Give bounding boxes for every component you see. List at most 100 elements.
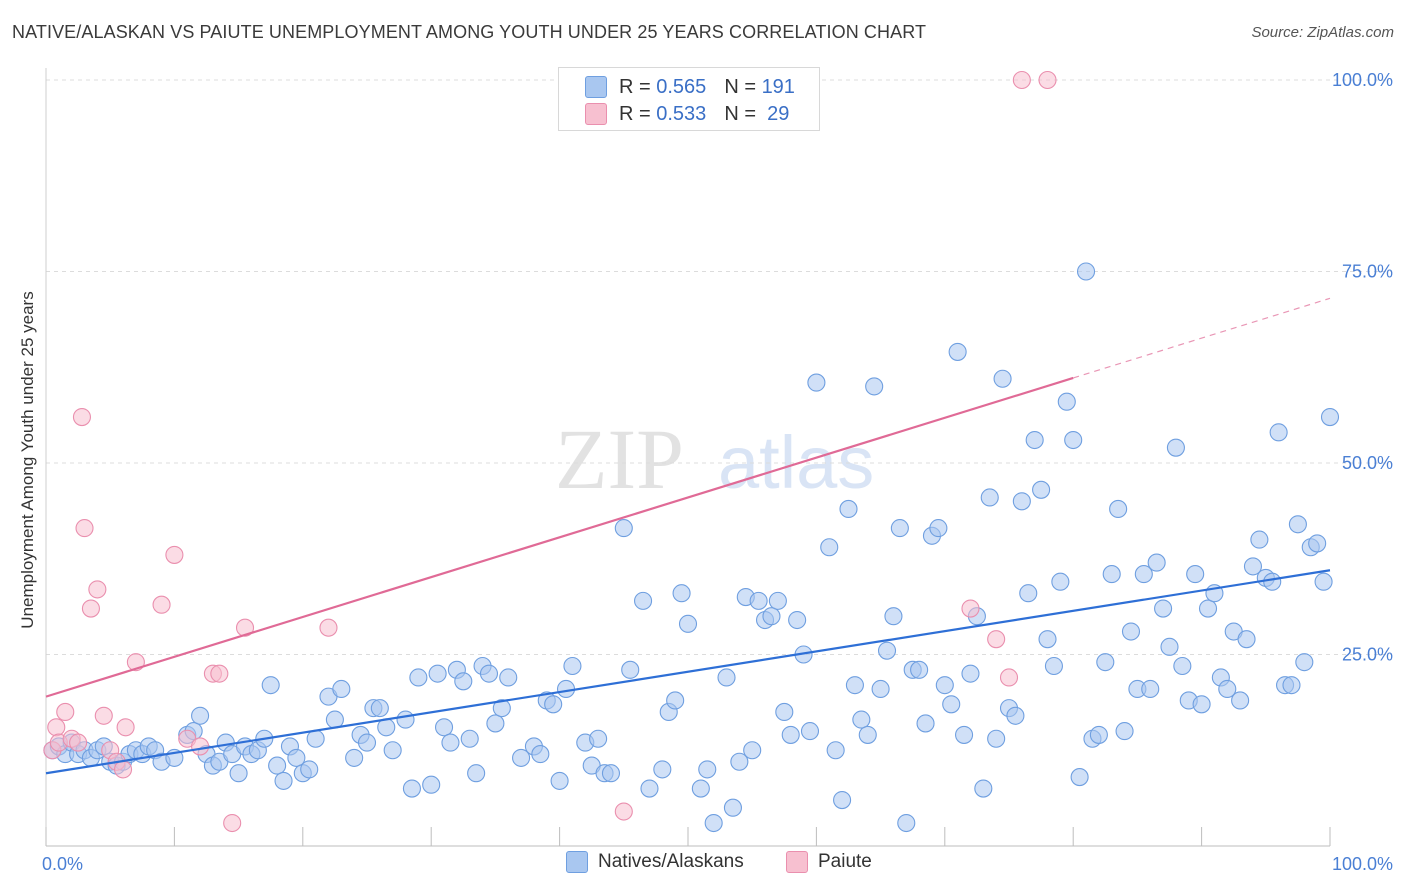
natives-points [43,262,1340,833]
natives-point [1064,430,1083,450]
natives-point [383,741,402,760]
natives-point [1032,480,1051,499]
natives-point [1198,599,1218,618]
y-tick-label: 75.0% [1342,262,1393,282]
natives-point [434,718,454,737]
paiute-point [191,737,210,756]
natives-point [730,752,749,771]
y-tick-label: 25.0% [1342,645,1393,665]
natives-point [948,342,967,361]
series-legend: Natives/Alaskans Paiute [0,851,1406,877]
paiute-point [210,664,229,683]
natives-point [306,729,325,748]
natives-point [634,591,653,610]
natives-point [492,699,511,718]
natives-point [621,660,640,679]
natives-point [858,725,877,744]
y-tick-label: 100.0% [1332,70,1393,90]
paiute-swatch [585,103,607,125]
natives-point [1320,407,1340,427]
paiute-trend-line [45,376,1074,698]
natives-point [1288,515,1307,534]
natives-point [531,745,550,764]
legend-item-paiute: Paiute [786,851,872,873]
y-tick-label: 50.0% [1342,453,1393,473]
natives-trend-line [45,569,1331,775]
y-axis-label-wrap: Unemployment Among Youth under 25 years [8,250,48,670]
paiute-point [987,630,1006,649]
natives-point [980,488,999,507]
natives-point [499,668,518,687]
natives-point [1263,572,1282,591]
paiute-legend-label: Paiute [818,851,872,872]
natives-point [1115,722,1134,741]
natives-point [614,519,633,538]
natives-point [332,679,351,699]
natives-point [845,676,864,695]
natives-point [1006,706,1025,725]
natives-point [1070,768,1089,787]
natives-point [910,660,929,679]
natives-point [1134,565,1153,584]
natives-point [409,668,428,687]
natives-point [653,760,672,779]
paiute-trend-extension [1073,297,1331,379]
natives-point [807,373,826,392]
natives-point [704,813,723,833]
natives-point [1173,656,1192,676]
natives-point [563,656,582,676]
natives-point [1096,653,1115,672]
natives-point [935,676,954,695]
paiute-point [69,733,88,752]
natives-point [1051,572,1070,591]
natives-point [749,591,768,610]
natives-swatch [585,76,607,98]
natives-point [1044,656,1063,676]
natives-point [672,584,691,603]
natives-point [839,499,858,519]
natives-point [454,672,473,691]
natives-point [1166,438,1185,457]
watermark-atlas: atlas [718,421,874,504]
natives-point [1121,622,1141,641]
natives-point [467,764,486,783]
natives-point [640,779,659,798]
chart-source: Source: ZipAtlas.com [1251,24,1394,41]
natives-point [229,764,248,783]
natives-point [1154,599,1173,618]
natives-point [1038,630,1057,649]
paiute-legend-swatch [786,851,808,873]
natives-legend-label: Natives/Alaskans [598,851,744,872]
correlation-legend: R = 0.565 N = 191 R = 0.533 N = 29 [558,67,820,131]
natives-point [589,729,608,748]
y-axis-label: Unemployment Among Youth under 25 years [18,291,37,629]
natives-point [743,741,762,760]
natives-point [916,714,935,733]
legend-row-natives: R = 0.565 N = 191 [585,75,795,99]
natives-point [781,725,800,744]
natives-point [987,729,1006,748]
natives-point [820,538,839,557]
natives-point [550,771,569,790]
natives-point [942,695,961,714]
natives-point [345,748,364,767]
natives-point [890,519,909,538]
natives-point [1243,557,1263,576]
natives-n-value: 191 [761,75,795,98]
natives-point [961,664,980,683]
paiute-point [235,618,255,637]
natives-point [1282,676,1301,695]
paiute-point [999,668,1019,687]
paiute-r-value: 0.533 [656,102,707,125]
natives-point [897,813,916,833]
natives-point [1141,679,1160,699]
natives-point [1250,530,1269,549]
natives-point [1057,392,1076,411]
natives-point [441,733,460,752]
natives-point [1231,691,1250,710]
paiute-point [47,718,66,737]
legend-row-paiute: R = 0.533 N = 29 [585,102,789,126]
natives-point [788,610,807,630]
paiute-point [88,580,107,599]
